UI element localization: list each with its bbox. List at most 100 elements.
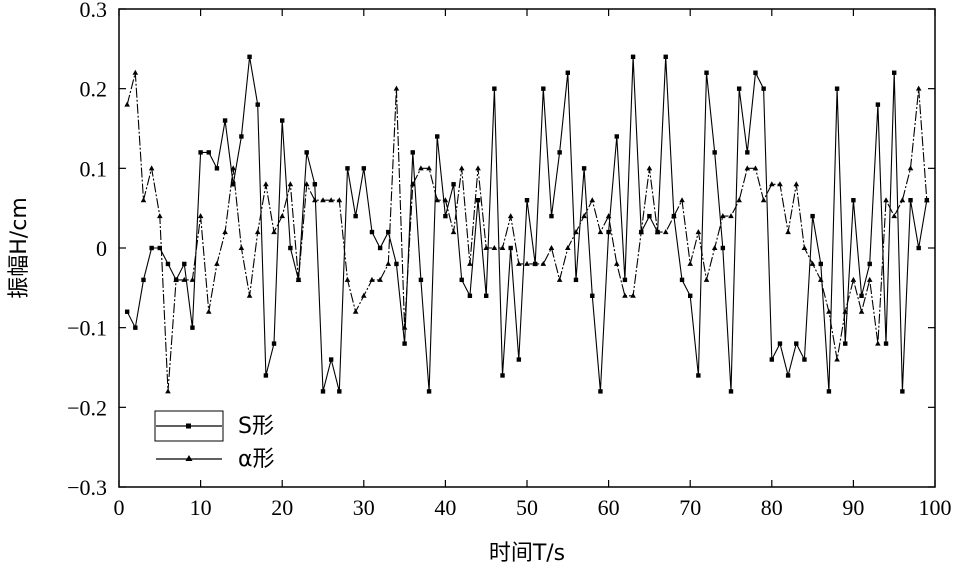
legend-label-s: S形: [238, 414, 274, 439]
data-point-s: [916, 245, 921, 251]
data-point-alpha: [679, 197, 685, 203]
data-point-s: [418, 277, 424, 283]
data-point-alpha: [687, 260, 693, 266]
data-point-alpha: [434, 197, 441, 203]
data-point-s: [516, 357, 522, 362]
data-point-s: [794, 341, 799, 346]
data-point-s: [484, 293, 489, 298]
data-point-alpha: [189, 276, 196, 282]
data-point-alpha: [597, 229, 604, 235]
data-point-s: [402, 341, 407, 346]
data-point-s: [353, 213, 358, 219]
data-point-alpha: [361, 292, 367, 298]
legend: S形 α形: [154, 410, 275, 472]
data-point-alpha: [736, 197, 742, 203]
data-point-s: [451, 182, 456, 187]
data-point-s: [875, 102, 881, 107]
data-point-s: [704, 70, 709, 75]
data-point-s: [435, 134, 440, 139]
data-point-s: [728, 389, 734, 394]
data-point-alpha: [377, 276, 383, 282]
data-point-s: [679, 277, 685, 283]
data-point-s: [443, 213, 448, 219]
data-point-alpha: [475, 165, 481, 171]
x-tick-label: 20: [271, 495, 293, 520]
data-point-s: [190, 325, 195, 330]
data-point-alpha: [409, 181, 416, 187]
data-point-s: [312, 182, 318, 187]
data-point-alpha: [834, 356, 840, 362]
data-point-alpha: [817, 276, 824, 282]
y-tick-label: 0.2: [80, 77, 108, 102]
data-point-s: [573, 277, 579, 283]
data-point-alpha: [214, 260, 220, 266]
legend-box: [154, 410, 224, 442]
data-point-alpha: [516, 260, 522, 266]
data-point-alpha: [769, 181, 775, 187]
data-point-alpha: [858, 308, 865, 314]
data-point-s: [622, 277, 628, 283]
data-point-alpha: [907, 165, 914, 171]
data-point-s: [777, 341, 783, 346]
y-tick-label: −0.2: [67, 395, 107, 420]
data-point-alpha: [565, 245, 571, 250]
data-point-s: [720, 245, 726, 251]
data-point-alpha: [173, 276, 179, 282]
data-point-s: [745, 150, 750, 155]
data-point-alpha: [393, 85, 400, 91]
data-point-s: [549, 213, 554, 219]
data-point-alpha: [197, 213, 204, 219]
data-point-s: [900, 389, 905, 394]
data-point-alpha: [671, 213, 677, 219]
data-point-alpha: [720, 213, 726, 219]
data-point-s: [826, 389, 832, 394]
data-point-alpha: [605, 213, 612, 219]
x-tick-label: 50: [516, 495, 538, 520]
legend-label-alpha: α形: [238, 447, 275, 472]
data-point-s: [590, 293, 595, 298]
data-point-alpha: [238, 245, 245, 250]
data-point-alpha: [140, 197, 147, 203]
data-point-s: [124, 309, 130, 314]
data-point-s: [133, 325, 138, 330]
data-point-s: [761, 86, 766, 91]
data-point-s: [492, 86, 497, 91]
x-tick-label: 100: [919, 495, 952, 520]
data-point-alpha: [662, 229, 669, 235]
data-point-alpha: [556, 276, 563, 282]
data-point-s: [255, 102, 260, 107]
x-tick-label: 0: [114, 495, 125, 520]
data-point-alpha: [148, 165, 155, 171]
data-point-s: [859, 293, 864, 298]
data-point-alpha: [809, 260, 816, 266]
data-point-s: [834, 86, 840, 91]
data-point-alpha: [875, 340, 881, 346]
data-point-s: [688, 293, 693, 298]
x-tick-label: 70: [679, 495, 701, 520]
data-point-s: [892, 70, 897, 75]
data-point-s: [157, 245, 162, 251]
data-point-alpha: [540, 260, 547, 266]
data-point-s: [410, 150, 415, 155]
data-point-alpha: [450, 229, 457, 235]
data-point-s: [386, 229, 391, 235]
data-point-alpha: [418, 165, 424, 171]
data-point-alpha: [303, 181, 310, 187]
data-point-s: [565, 70, 570, 75]
x-tick-label: 80: [761, 495, 783, 520]
data-point-s: [231, 182, 236, 187]
data-point-s: [222, 118, 228, 123]
data-point-alpha: [287, 181, 294, 187]
y-axis-label: 振幅H/cm: [7, 197, 32, 298]
data-point-s: [280, 118, 285, 123]
x-axis-label: 时间T/s: [489, 541, 565, 566]
data-point-alpha: [654, 229, 661, 235]
data-point-s: [524, 198, 530, 203]
data-point-alpha: [124, 101, 130, 107]
data-point-alpha: [801, 245, 808, 250]
data-point-alpha: [924, 197, 930, 203]
data-point-alpha: [385, 260, 392, 266]
data-point-s: [908, 198, 913, 203]
data-point-alpha: [622, 292, 628, 298]
data-point-s: [696, 373, 701, 378]
